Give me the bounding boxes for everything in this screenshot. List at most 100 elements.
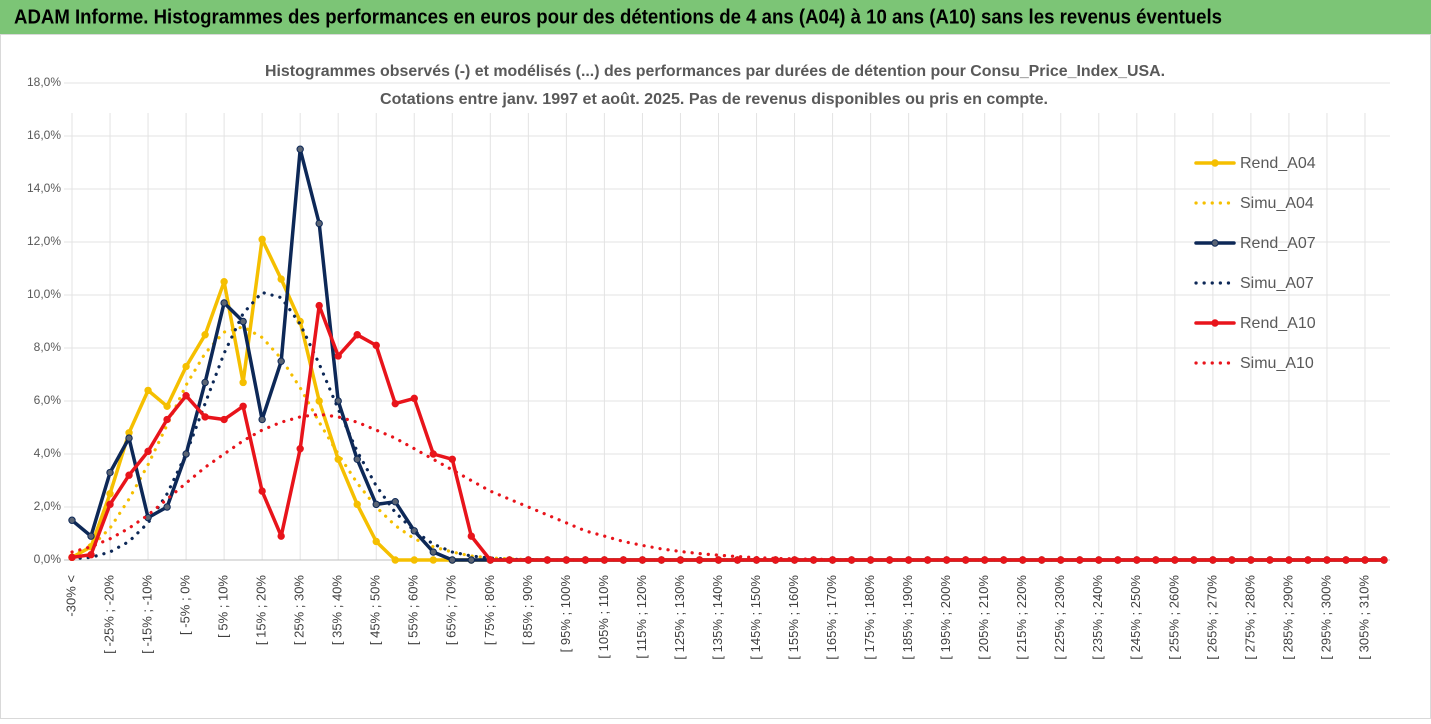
x-tick-label: [ 75% ; 80% [482,575,497,646]
data-point [657,556,666,564]
y-tick-label: 12,0% [27,234,61,248]
legend-label: Simu_A07 [1240,275,1314,292]
data-point [163,415,171,424]
data-point [733,556,742,564]
data-point [182,392,190,400]
legend-label: Simu_A04 [1240,195,1314,212]
y-tick-label: 4,0% [34,446,62,460]
data-point [277,357,285,365]
x-tick-label: [ 155% ; 160% [786,575,801,660]
data-point [524,556,533,564]
data-point [391,556,399,564]
data-point [391,498,399,506]
legend-marker [1211,319,1219,327]
data-point [106,468,114,477]
data-point [505,556,514,564]
data-point [68,553,76,562]
data-point [638,556,647,564]
legend-label: Rend_A04 [1240,155,1316,172]
x-tick-label: [ 245% ; 250% [1128,575,1143,660]
x-tick-label: [ 255% ; 260% [1166,575,1181,660]
data-point [619,556,628,564]
data-point [334,352,342,360]
data-point [277,532,285,540]
x-tick-label: [ 295% ; 300% [1318,575,1333,660]
data-point [391,399,399,408]
data-point [201,413,209,421]
header-bar [0,0,1431,34]
data-point [410,556,418,564]
data-point [106,500,114,509]
data-point [239,402,247,410]
y-tick-label: 2,0% [34,499,62,513]
x-tick-label: [ 55% ; 60% [406,575,421,646]
x-tick-label: [ 205% ; 210% [976,575,991,660]
data-point [163,503,171,511]
x-tick-label: [ -5% ; 0% [178,575,193,635]
data-point [467,556,476,564]
data-point [220,299,228,307]
data-point [258,487,266,495]
data-point [258,235,266,244]
x-tick-label: [ 215% ; 220% [1014,575,1029,660]
x-tick-label: [ 165% ; 170% [824,575,839,660]
data-point [239,378,247,387]
data-point [562,556,571,564]
x-tick-label: -30% < [63,575,78,617]
data-point [714,556,723,564]
chart-subtitle: Cotations entre janv. 1997 et août. 2025… [380,91,1048,108]
x-tick-label: [ 265% ; 270% [1204,575,1219,660]
x-tick-label: [ 105% ; 110% [596,575,611,659]
data-point [125,434,133,442]
legend-marker [1211,239,1219,247]
x-tick-label: [ 275% ; 280% [1242,575,1257,660]
data-point [220,278,228,286]
legend-label: Simu_A10 [1240,355,1314,372]
data-point [144,447,152,456]
data-point [315,397,323,405]
x-tick-label: [ 145% ; 150% [748,575,763,660]
y-tick-label: 18,0% [27,75,61,89]
data-point [296,145,304,153]
data-point [429,556,437,564]
data-point [410,394,418,403]
data-point [201,378,209,387]
x-tick-label: [ 25% ; 30% [292,575,307,646]
x-tick-label: [ 225% ; 230% [1052,575,1067,660]
x-tick-label: [ 185% ; 190% [900,575,915,660]
x-tick-label: [ 175% ; 180% [862,575,877,660]
data-point [144,386,152,395]
legend-label: Rend_A07 [1240,235,1316,252]
data-point [372,500,380,509]
y-tick-label: 10,0% [27,287,61,301]
data-point [448,556,456,564]
data-point [353,500,361,509]
data-point [581,556,590,564]
legend-label: Rend_A10 [1240,315,1316,332]
data-point [372,537,380,546]
data-point [315,301,323,310]
x-tick-label: [ 85% ; 90% [520,575,535,646]
x-tick-label: [ 5% ; 10% [216,575,231,638]
x-tick-label: [ 35% ; 40% [330,575,345,646]
data-point [220,415,228,424]
data-point [258,415,266,424]
x-tick-label: [ 115% ; 120% [634,575,649,659]
data-point [695,556,704,564]
x-tick-label: [ 195% ; 200% [938,575,953,660]
x-tick-label: [ -15% ; -10% [139,575,154,654]
data-point [87,551,95,559]
series-line [70,412,1386,562]
y-tick-label: 16,0% [27,128,61,142]
x-tick-label: [ 95% ; 100% [558,575,573,653]
series-line [70,147,1386,562]
data-point [201,331,209,339]
y-tick-label: 0,0% [34,552,62,566]
x-tick-label: [ 235% ; 240% [1090,575,1105,660]
data-point [1000,556,1008,564]
x-tick-label: [ 135% ; 140% [710,575,725,660]
chart-title: Histogrammes observés (-) et modélisés (… [265,63,1165,80]
data-point [429,548,437,556]
data-point [125,471,133,479]
